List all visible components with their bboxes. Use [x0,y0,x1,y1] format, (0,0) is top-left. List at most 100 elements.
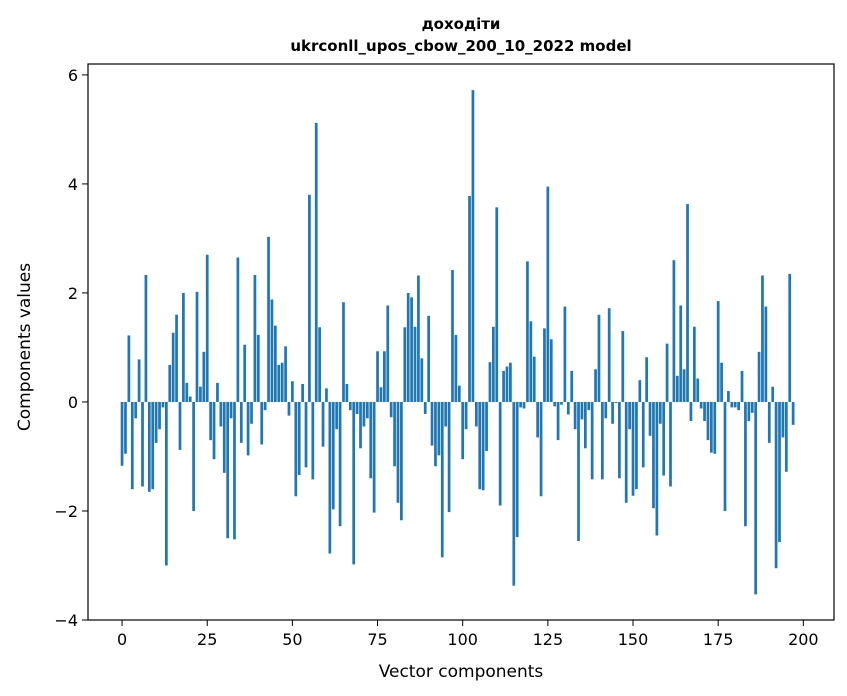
bar-127 [553,401,557,407]
bar-71 [362,401,366,427]
bar-174 [713,401,717,454]
bar-153 [641,401,645,468]
bar-70 [359,401,362,449]
bar-170 [699,401,703,409]
bar-97 [451,270,454,402]
bar-171 [703,401,706,422]
bar-190 [767,401,771,443]
bar-94 [440,401,444,558]
bar-168 [692,326,696,402]
bar-157 [655,401,659,536]
bar-39 [253,274,257,402]
bar-3 [130,401,134,490]
bar-159 [662,401,666,476]
bar-109 [492,326,495,402]
bar-182 [740,370,744,402]
bar-66 [345,383,349,402]
bar-57 [314,122,318,402]
bar-64 [338,401,342,527]
bar-163 [675,375,679,402]
bar-31 [226,401,230,539]
bar-158 [658,401,662,424]
bar-140 [597,314,601,402]
bar-108 [488,362,492,402]
bar-113 [505,366,509,402]
bar-22 [195,291,199,402]
y-tick-label-0: 0 [68,393,78,412]
bar-50 [291,381,294,402]
bar-93 [437,401,441,456]
x-tick-label-0: 0 [117,630,127,649]
bar-161 [669,401,672,487]
bar-147 [621,331,625,402]
bar-38 [250,401,253,424]
bar-186 [754,401,758,595]
bar-135 [580,401,584,420]
bar-76 [379,387,383,402]
bar-183 [744,401,747,527]
bar-65 [342,302,345,402]
bar-167 [689,401,693,422]
bar-46 [277,364,281,402]
bar-172 [706,401,710,441]
bar-129 [560,401,563,405]
bar-92 [434,401,437,467]
y-axis-label: Components values [15,263,35,431]
bar-100 [461,401,465,460]
bar-88 [420,358,424,402]
bar-124 [543,328,546,402]
bar-10 [154,401,158,443]
bar-77 [382,351,386,402]
bar-179 [730,401,734,408]
bar-118 [522,401,526,409]
bar-60 [325,388,328,402]
bar-110 [495,207,499,402]
bar-196 [788,273,792,402]
y-tick-label--2: −2 [54,502,78,521]
bar-154 [645,357,649,402]
bar-165 [682,369,686,402]
x-tick-label-50: 50 [282,630,302,649]
bar-114 [509,362,512,402]
bar-180 [733,401,737,408]
x-tick-label-100: 100 [447,630,478,649]
bar-9 [151,401,155,490]
bar-18 [182,292,185,402]
bar-150 [631,401,635,496]
bar-62 [331,401,335,510]
bar-116 [515,401,519,538]
bar-89 [423,401,427,414]
bar-185 [750,401,754,413]
bar-74 [372,401,376,513]
bar-35 [239,401,243,443]
bar-43 [267,236,270,402]
x-tick-label-200: 200 [788,630,819,649]
bar-24 [202,351,206,402]
bar-83 [403,327,407,402]
bar-102 [468,195,471,402]
bar-189 [764,306,768,402]
y-axis-ticks: −4 −2 0 2 4 6 [54,66,88,630]
bar-134 [577,401,580,541]
bar-191 [771,386,775,402]
bar-5 [137,359,141,402]
bar-151 [635,401,638,490]
bar-138 [590,401,594,480]
bar-82 [400,401,403,521]
x-tick-label-175: 175 [703,630,734,649]
bar-81 [396,401,400,503]
bars-group [120,90,795,595]
bar-8 [147,401,151,492]
plot-frame [87,63,835,621]
bar-28 [216,382,219,402]
y-tick-label-6: 6 [68,66,78,85]
bar-181 [737,401,740,411]
bar-29 [219,401,223,427]
bar-49 [287,401,291,416]
bar-125 [546,186,550,402]
bar-95 [444,401,448,427]
bar-13 [164,401,168,566]
bar-37 [246,401,250,456]
y-tick-label-2: 2 [68,284,78,303]
